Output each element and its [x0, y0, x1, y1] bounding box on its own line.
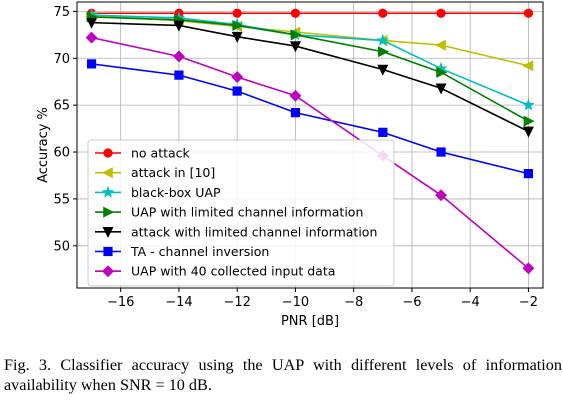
data-point-marker	[289, 41, 301, 53]
legend-label: UAP with limited channel information	[131, 205, 363, 220]
y-tick-label: 60	[53, 146, 70, 161]
accuracy-vs-pnr-chart: −16 −14 −12 −10 −8 −6 −4 −2 50 55 60 65 70 75 PNR [dB…	[36, 1, 544, 329]
legend-item: TA - channel inversion	[95, 244, 269, 259]
legend-label: no attack	[131, 146, 191, 161]
data-point-marker	[86, 59, 97, 69]
y-tick-label: 55	[53, 192, 70, 207]
series	[86, 11, 535, 127]
data-point-marker	[436, 147, 446, 157]
series	[85, 31, 535, 275]
data-point-marker	[434, 39, 446, 51]
legend-item: no attack	[95, 146, 191, 161]
plot-series	[85, 8, 535, 275]
legend-label: TA - channel inversion	[130, 244, 269, 259]
legend-item: UAP with 40 collected input data	[95, 264, 335, 279]
data-point-marker	[173, 20, 185, 32]
x-tick-label: −8	[344, 295, 363, 310]
data-point-marker	[522, 60, 534, 72]
data-point-marker	[522, 126, 534, 138]
legend-label: black-box UAP	[131, 185, 221, 200]
legend-label: attack in [10]	[131, 165, 215, 180]
x-tick-label: −2	[519, 295, 538, 310]
y-tick-label: 75	[53, 5, 70, 20]
data-point-marker	[436, 8, 446, 18]
legend-box	[87, 139, 395, 287]
data-point-marker	[173, 50, 185, 63]
data-point-marker	[102, 227, 114, 238]
data-point-marker	[376, 33, 390, 46]
x-tick-label: −4	[461, 295, 480, 310]
data-point-marker	[435, 189, 447, 202]
data-point-marker	[378, 46, 389, 58]
data-point-marker	[378, 8, 388, 18]
series-line	[91, 14, 529, 106]
data-point-marker	[289, 89, 302, 102]
data-point-marker	[522, 262, 535, 275]
axis-ticks: −16 −14 −12 −10 −8 −6 −4 −2 50 55 60 65 70 75	[53, 5, 538, 310]
y-tick-label: 50	[53, 239, 70, 254]
legend-item: UAP with limited channel information	[95, 205, 363, 220]
data-point-marker	[377, 64, 389, 76]
data-point-marker	[231, 71, 244, 83]
series	[86, 8, 534, 18]
x-tick-label: −16	[107, 295, 134, 310]
data-point-marker	[232, 86, 242, 96]
legend-item: attack with limited channel information	[95, 224, 377, 239]
series	[85, 10, 534, 72]
data-point-marker	[523, 8, 534, 18]
y-tick-label: 70	[53, 52, 70, 67]
x-axis-label: PNR [dB]	[281, 314, 339, 329]
y-tick-label: 65	[53, 99, 70, 114]
figure-caption: Fig. 3. Classifier accuracy using the UA…	[4, 356, 562, 394]
data-point-marker	[436, 66, 448, 78]
data-point-marker	[232, 8, 242, 18]
data-point-marker	[522, 98, 535, 111]
x-tick-label: −14	[165, 295, 192, 310]
data-point-marker	[101, 167, 113, 179]
data-point-marker	[102, 265, 114, 278]
data-point-marker	[174, 70, 184, 80]
series	[86, 59, 534, 179]
data-point-marker	[290, 29, 302, 41]
legend-label: attack with limited channel information	[131, 224, 377, 239]
legend-label: UAP with 40 collected input data	[131, 264, 335, 279]
data-point-marker	[101, 185, 115, 198]
x-tick-label: −12	[223, 295, 250, 310]
data-point-marker	[86, 17, 98, 29]
legend-item: black-box UAP	[95, 185, 221, 200]
data-point-marker	[85, 31, 98, 44]
data-point-marker	[103, 148, 113, 158]
data-point-marker	[290, 8, 301, 18]
plot-frame	[76, 1, 544, 289]
data-point-marker	[103, 246, 113, 257]
data-point-marker	[231, 31, 243, 43]
data-point-marker	[378, 127, 388, 137]
data-point-marker	[103, 206, 115, 218]
data-point-marker	[523, 169, 534, 179]
data-point-marker	[523, 115, 535, 127]
x-tick-label: −10	[282, 295, 309, 310]
legend: no attack attack in [10] black-box UAP UAP …	[87, 139, 395, 287]
data-point-marker	[232, 19, 244, 31]
series	[86, 17, 534, 138]
y-axis-label: Accuracy %	[36, 107, 51, 183]
data-point-marker	[290, 108, 301, 118]
data-point-marker	[435, 83, 447, 95]
legend-item: attack in [10]	[95, 165, 215, 180]
x-tick-label: −6	[402, 295, 421, 310]
